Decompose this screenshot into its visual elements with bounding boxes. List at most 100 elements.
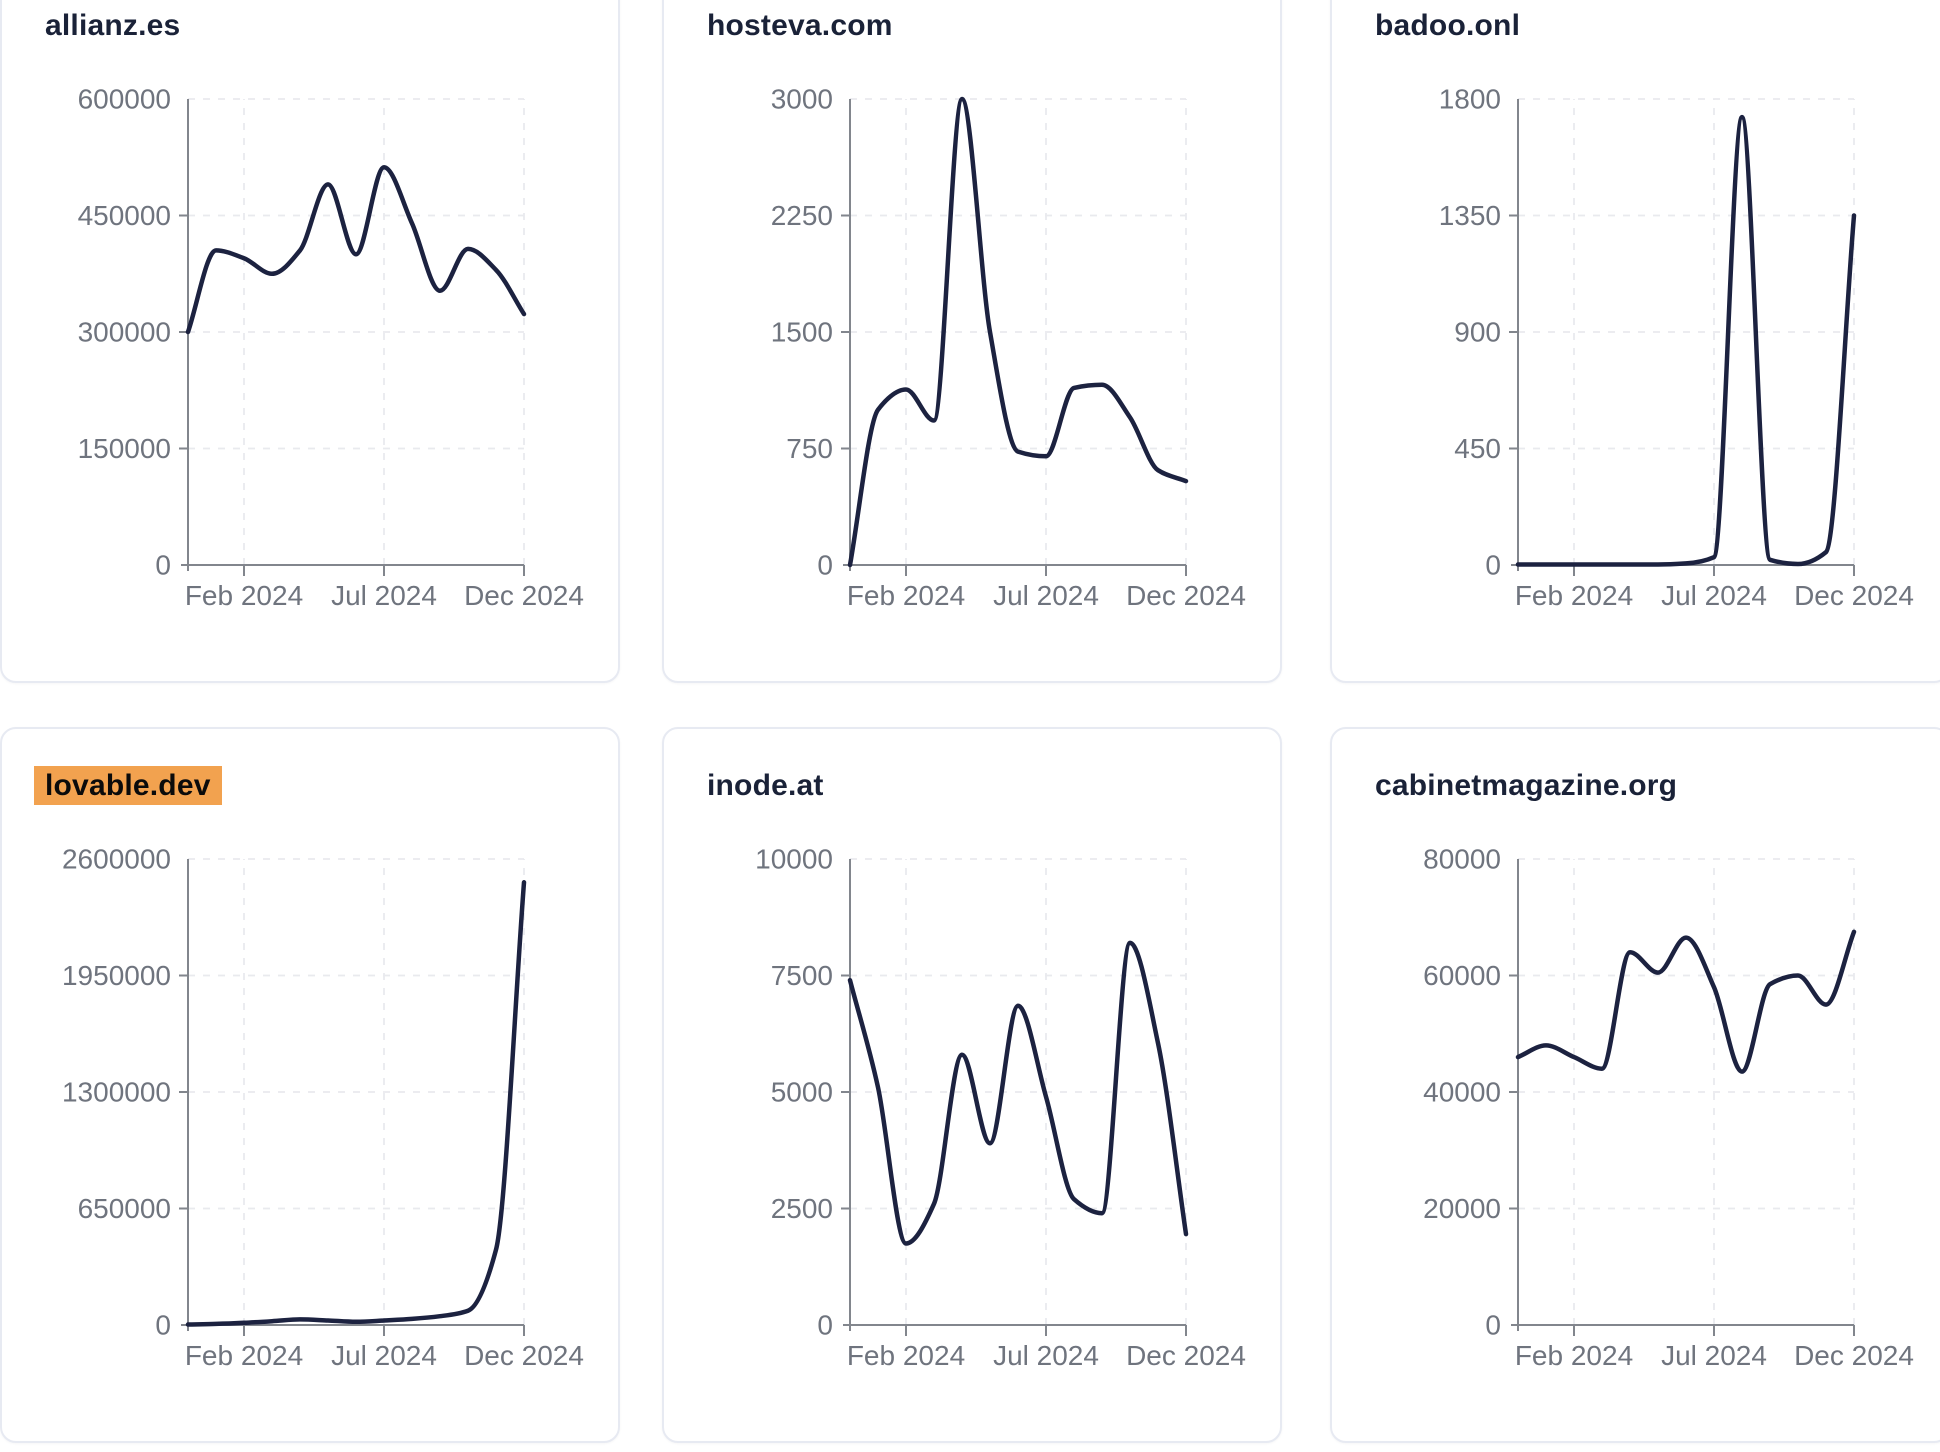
y-tick-label: 0 [817,550,833,581]
y-axis-tick-labels: 0 650000 1300000 1950000 2600000 [62,844,171,1341]
x-tick-label: Dec 2024 [1794,580,1914,611]
y-tick-label: 20000 [1423,1193,1501,1224]
axes [841,99,1187,576]
y-tick-label: 7500 [771,960,833,991]
y-tick-label: 0 [155,550,171,581]
x-axis-tick-labels: Feb 2024 Jul 2024 Dec 2024 [185,1340,584,1371]
domain-chart-card[interactable]: badoo.onl 0 450 900 1350 1800 Feb 2024 Jul 2024… [1330,0,1940,683]
gridlines [850,858,1187,1325]
y-axis-tick-labels: 0 750 1500 2250 3000 [771,84,833,581]
gridlines [850,98,1187,565]
y-tick-label: 2600000 [62,844,171,875]
x-tick-label: Dec 2024 [1794,1340,1914,1371]
x-tick-label: Feb 2024 [185,580,303,611]
y-axis-tick-labels: 0 2500 5000 7500 10000 [755,844,833,1341]
y-tick-label: 1950000 [62,960,171,991]
domain-chart-card[interactable]: lovable.dev 0 650000 1300000 1950000 2600000 F… [0,727,620,1443]
y-tick-label: 0 [1485,550,1501,581]
x-tick-label: Jul 2024 [1661,580,1767,611]
axes [179,99,525,576]
chart-title-row: cabinetmagazine.org [1375,769,1677,803]
x-tick-label: Jul 2024 [331,1340,437,1371]
x-tick-label: Feb 2024 [1515,580,1633,611]
x-axis-tick-labels: Feb 2024 Jul 2024 Dec 2024 [185,580,584,611]
domain-chart-card[interactable]: cabinetmagazine.org 0 20000 40000 60000 80000… [1330,727,1940,1443]
axes [841,859,1187,1336]
y-tick-label: 3000 [771,84,833,115]
x-tick-label: Jul 2024 [993,1340,1099,1371]
chart-title-row: badoo.onl [1375,9,1520,43]
y-tick-label: 750 [786,433,833,464]
y-tick-label: 300000 [78,317,171,348]
line-chart: 0 750 1500 2250 3000 Feb 2024 Jul 2024 Dec 2024 [771,84,1246,612]
chart-title: inode.at [707,769,824,802]
x-tick-label: Feb 2024 [185,1340,303,1371]
y-tick-label: 600000 [78,84,171,115]
x-tick-label: Feb 2024 [847,1340,965,1371]
chart-title-highlighted: lovable.dev [34,766,222,805]
traffic-line-series [1515,929,1857,1074]
domain-chart-card[interactable]: inode.at 0 2500 5000 7500 10000 Feb 2024 Jul 20… [662,727,1282,1443]
x-tick-label: Dec 2024 [464,580,584,611]
axes [1509,99,1855,576]
x-tick-label: Jul 2024 [993,580,1099,611]
y-tick-label: 40000 [1423,1077,1501,1108]
line-chart: 0 450 900 1350 1800 Feb 2024 Jul 2024 Dec 2024 [1439,84,1914,612]
line-chart: 0 20000 40000 60000 80000 Feb 2024 Jul 2024 Dec… [1423,844,1914,1372]
x-axis-tick-labels: Feb 2024 Jul 2024 Dec 2024 [1515,580,1914,611]
y-tick-label: 1350 [1439,200,1501,231]
traffic-line-series [847,940,1189,1246]
y-axis-tick-labels: 0 20000 40000 60000 80000 [1423,844,1501,1341]
traffic-line-series [185,165,527,335]
chart-title: cabinetmagazine.org [1375,769,1678,802]
y-tick-label: 60000 [1423,960,1501,991]
y-tick-label: 10000 [755,844,833,875]
chart-title: allianz.es [45,9,181,42]
y-tick-label: 0 [817,1310,833,1341]
x-tick-label: Dec 2024 [464,1340,584,1371]
axes [179,859,525,1336]
x-tick-label: Feb 2024 [1515,1340,1633,1371]
y-tick-label: 80000 [1423,844,1501,875]
gridlines [188,858,525,1325]
x-tick-label: Dec 2024 [1126,580,1246,611]
x-axis-tick-labels: Feb 2024 Jul 2024 Dec 2024 [847,1340,1246,1371]
y-tick-label: 150000 [78,433,171,464]
y-tick-label: 5000 [771,1077,833,1108]
x-tick-label: Feb 2024 [847,580,965,611]
traffic-line-series [1515,114,1857,567]
chart-title: hosteva.com [707,9,893,42]
domain-chart-card[interactable]: hosteva.com 0 750 1500 2250 3000 Feb 2024 Jul 2… [662,0,1282,683]
axes [1509,859,1855,1336]
y-tick-label: 2250 [771,200,833,231]
y-tick-label: 900 [1454,317,1501,348]
x-tick-label: Jul 2024 [331,580,437,611]
y-tick-label: 1800 [1439,84,1501,115]
traffic-line-series [185,880,527,1327]
chart-title-row: inode.at [707,769,824,803]
y-tick-label: 1300000 [62,1077,171,1108]
chart-title-row: hosteva.com [707,9,893,43]
y-axis-tick-labels: 0 450 900 1350 1800 [1439,84,1501,581]
x-tick-label: Dec 2024 [1126,1340,1246,1371]
gridlines [1518,858,1855,1325]
y-axis-tick-labels: 0 150000 300000 450000 600000 [78,84,171,581]
y-tick-label: 0 [155,1310,171,1341]
x-axis-tick-labels: Feb 2024 Jul 2024 Dec 2024 [847,580,1246,611]
domain-chart-card[interactable]: allianz.es 0 150000 300000 450000 600000 Feb 2… [0,0,620,683]
x-tick-label: Jul 2024 [1661,1340,1767,1371]
y-tick-label: 0 [1485,1310,1501,1341]
x-axis-tick-labels: Feb 2024 Jul 2024 Dec 2024 [1515,1340,1914,1371]
y-tick-label: 450000 [78,200,171,231]
traffic-line-series [847,96,1189,568]
chart-title-row: allianz.es [45,9,180,43]
chart-title: badoo.onl [1375,9,1521,42]
chart-title-row: lovable.dev [34,766,222,805]
y-tick-label: 450 [1454,433,1501,464]
y-tick-label: 1500 [771,317,833,348]
line-chart: 0 650000 1300000 1950000 2600000 Feb 2024 Jul … [62,844,584,1372]
y-tick-label: 2500 [771,1193,833,1224]
y-tick-label: 650000 [78,1193,171,1224]
gridlines [188,98,525,565]
line-chart: 0 2500 5000 7500 10000 Feb 2024 Jul 2024 Dec 20… [755,844,1246,1372]
